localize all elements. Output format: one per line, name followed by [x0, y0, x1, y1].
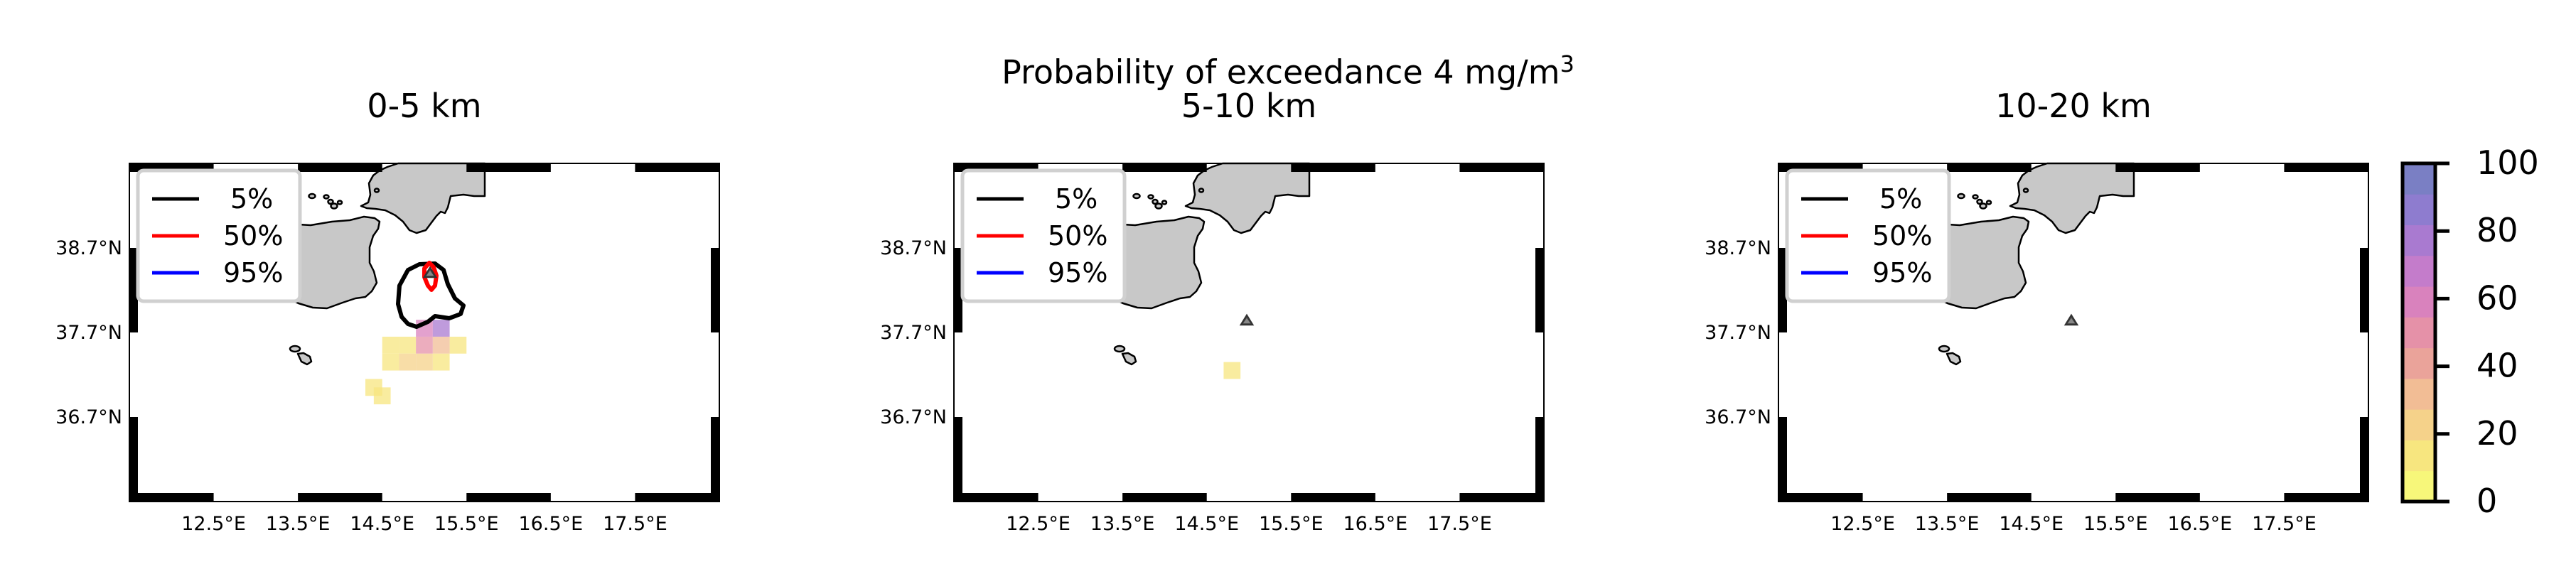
heatmap-cell — [399, 336, 417, 354]
contour-5pct — [396, 261, 466, 329]
lon-axis: 12.5°E 13.5°E 14.5°E 15.5°E 16.5°E 17.5°E — [1830, 513, 2317, 535]
lon-tick-label: 15.5°E — [2083, 513, 2148, 535]
colorbar-segment — [2403, 163, 2435, 195]
heatmap-cell — [432, 336, 450, 354]
lon-tick-label: 12.5°E — [1830, 513, 1895, 535]
legend-label-5pct: 5% — [230, 183, 273, 215]
colorbar-segment — [2403, 409, 2435, 440]
volcano-marker — [2064, 313, 2079, 326]
colorbar-tick-label: 100 — [2476, 144, 2539, 182]
lat-tick-label: 36.7°N — [1705, 406, 1771, 428]
panel-10-20km: 10-20 km 5% 50% 95% 38.7°N 37.7°N 36.7°N 1… — [1705, 87, 2369, 535]
lon-tick-label: 16.5°E — [2168, 513, 2233, 535]
panel-subtitle: 5-10 km — [1181, 87, 1316, 125]
panel-5-10km: 5-10 km 5% 50% 95% 38.7°N 37.7°N 36.7°N 12… — [880, 87, 1545, 535]
lat-tick-label: 38.7°N — [55, 237, 122, 259]
lon-tick-label: 13.5°E — [266, 513, 331, 535]
lon-tick-label: 12.5°E — [1006, 513, 1070, 535]
lat-tick-label: 36.7°N — [880, 406, 947, 428]
colorbar-segment — [2403, 470, 2435, 502]
colorbar-segment — [2403, 224, 2435, 256]
probability-heatmap — [365, 320, 467, 405]
heatmap-cell — [416, 353, 433, 371]
lat-tick-label: 36.7°N — [55, 406, 122, 428]
colorbar-segment — [2403, 440, 2435, 472]
lon-tick-label: 17.5°E — [1427, 513, 1492, 535]
legend-label-95pct: 95% — [223, 257, 283, 288]
legend-label-50pct: 50% — [1872, 220, 1932, 251]
colorbar: 100 80 60 40 20 0 — [2400, 144, 2539, 520]
lat-tick-label: 37.7°N — [880, 322, 947, 344]
lon-tick-label: 13.5°E — [1915, 513, 1980, 535]
lat-tick-label: 38.7°N — [880, 237, 947, 259]
colorbar-ticks: 100 80 60 40 20 0 — [2435, 144, 2539, 520]
legend-label-5pct: 5% — [1055, 183, 1098, 215]
heatmap-cell — [416, 336, 433, 354]
colorbar-tick-label: 60 — [2476, 278, 2518, 317]
contour-50pct — [422, 261, 439, 292]
figure-title-superscript: 3 — [1560, 50, 1574, 77]
heatmap-cell — [449, 336, 467, 354]
colorbar-segment — [2403, 347, 2435, 379]
legend: 5% 50% 95% — [1785, 168, 1951, 303]
heatmap-cell — [432, 353, 450, 371]
legend: 5% 50% 95% — [136, 168, 302, 303]
heatmap-cell — [1223, 362, 1241, 379]
lon-tick-label: 15.5°E — [1259, 513, 1324, 535]
lon-tick-label: 13.5°E — [1090, 513, 1155, 535]
map-border — [129, 163, 720, 502]
lon-axis: 12.5°E 13.5°E 14.5°E 15.5°E 16.5°E 17.5°E — [181, 513, 667, 535]
volcano-marker — [422, 266, 438, 278]
panel-subtitle: 0-5 km — [367, 87, 481, 125]
colorbar-segment — [2403, 317, 2435, 349]
colorbar-tick-label: 20 — [2476, 414, 2518, 453]
map-border — [1778, 163, 2369, 502]
lat-axis: 38.7°N 37.7°N 36.7°N — [55, 237, 122, 428]
lon-tick-label: 15.5°E — [434, 513, 499, 535]
lon-tick-label: 14.5°E — [350, 513, 414, 535]
heatmap-cell — [373, 387, 391, 405]
lon-tick-label: 17.5°E — [2252, 513, 2317, 535]
lon-tick-label: 16.5°E — [519, 513, 584, 535]
heatmap-cell — [399, 353, 417, 371]
probability-heatmap — [1223, 362, 1241, 379]
lat-tick-label: 37.7°N — [1705, 322, 1771, 344]
lon-tick-label: 17.5°E — [603, 513, 667, 535]
legend-label-5pct: 5% — [1879, 183, 1922, 215]
legend-label-95pct: 95% — [1048, 257, 1107, 288]
heatmap-cell — [382, 336, 399, 354]
colorbar-tick-label: 0 — [2476, 482, 2497, 520]
colorbar-segment — [2403, 255, 2435, 287]
legend: 5% 50% 95% — [960, 168, 1127, 303]
lat-axis: 38.7°N 37.7°N 36.7°N — [1705, 237, 1771, 428]
lon-tick-label: 14.5°E — [1999, 513, 2064, 535]
colorbar-tick-label: 40 — [2476, 347, 2518, 385]
colorbar-segment — [2403, 286, 2435, 318]
lon-tick-label: 12.5°E — [181, 513, 246, 535]
legend-label-95pct: 95% — [1872, 257, 1932, 288]
figure-title: Probability of exceedance 4 mg/m3 — [0, 44, 2576, 92]
heatmap-cell — [382, 353, 399, 371]
figure-title-text: Probability of exceedance 4 mg/m — [1002, 53, 1560, 92]
lon-axis: 12.5°E 13.5°E 14.5°E 15.5°E 16.5°E 17.5°E — [1006, 513, 1492, 535]
lon-tick-label: 14.5°E — [1174, 513, 1239, 535]
colorbar-segments — [2403, 163, 2435, 502]
lon-tick-label: 16.5°E — [1343, 513, 1408, 535]
colorbar-segment — [2403, 194, 2435, 226]
colorbar-outline — [2400, 161, 2437, 504]
lat-tick-label: 37.7°N — [55, 322, 122, 344]
colorbar-segment — [2403, 378, 2435, 410]
lat-tick-label: 38.7°N — [1705, 237, 1771, 259]
volcano-marker — [1239, 313, 1255, 326]
panel-subtitle: 10-20 km — [1995, 87, 2152, 125]
lat-axis: 38.7°N 37.7°N 36.7°N — [880, 237, 947, 428]
legend-label-50pct: 50% — [223, 220, 283, 251]
legend-label-50pct: 50% — [1048, 220, 1107, 251]
panel-0-5km: 0-5 km 5% 50% 95% 38.7°N 37.7°N 36.7°N 12.… — [55, 87, 720, 535]
colorbar-tick-label: 80 — [2476, 211, 2518, 249]
heatmap-cell — [432, 320, 450, 337]
